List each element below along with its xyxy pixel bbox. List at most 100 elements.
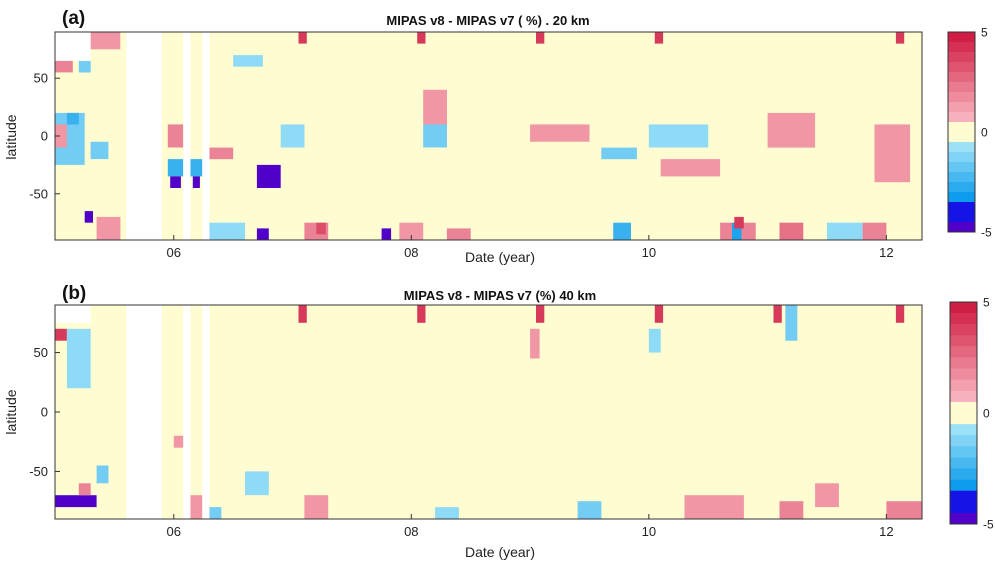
b-x-tick-label: 06 (167, 524, 181, 539)
a-heatmap-cell (55, 124, 67, 148)
a-heatmap-cell (298, 32, 307, 44)
b-heatmap-cell (190, 495, 203, 519)
a-colorbar-swatch (948, 82, 975, 93)
a-heatmap-cell (256, 228, 269, 240)
b-colorbar-tick-label: -5 (983, 518, 994, 532)
a-heatmap-cell (90, 32, 121, 50)
b-heatmap-cell (654, 305, 664, 323)
a-x-tick-label: 10 (642, 245, 656, 260)
b-data-gap (126, 305, 162, 519)
b-colorbar-swatch (950, 424, 977, 436)
b-heatmap-cell (66, 328, 91, 389)
b-heatmap-cell (304, 495, 329, 519)
b-colorbar-tick-label: 0 (983, 407, 990, 421)
b-x-tick-label: 12 (879, 524, 893, 539)
b-heatmap-cell (815, 483, 839, 508)
a-heatmap-cell (732, 222, 742, 240)
a-colorbar-swatch (948, 72, 975, 83)
a-colorbar-swatch (948, 222, 975, 233)
a-colorbar-swatch (948, 162, 975, 173)
b-colorbar-swatch (950, 479, 977, 491)
b-heatmap-cell (55, 328, 67, 341)
a-colorbar-swatch (948, 102, 975, 113)
b-heatmap-cell (773, 305, 782, 323)
a-data-gap (55, 32, 91, 61)
a-heatmap-cell (601, 147, 637, 160)
b-colorbar-swatch (950, 346, 977, 358)
panel-a-title: MIPAS v8 - MIPAS v7 ( %) . 20 km (386, 13, 589, 28)
b-colorbar-swatch (950, 324, 977, 336)
a-heatmap-cell (874, 124, 911, 183)
b-heatmap-cell (530, 328, 540, 359)
a-heatmap-cell (767, 112, 816, 148)
b-heatmap-cell (779, 501, 804, 519)
a-data-gap (126, 32, 162, 240)
panel-b-label: (b) (62, 283, 86, 304)
a-heatmap-cell (381, 228, 392, 240)
panel-a-ylabel: latitude (3, 114, 19, 159)
b-colorbar-swatch (950, 401, 977, 414)
b-colorbar-swatch (950, 446, 977, 458)
a-colorbar-swatch (948, 62, 975, 73)
panel-a-plot: 06 08 10 12 -50 0 50 (29, 31, 923, 260)
a-heatmap-cell (734, 216, 744, 229)
panel-b-ylabel: latitude (3, 389, 19, 434)
b-colorbar-swatch (950, 468, 977, 480)
a-heatmap-cell (170, 176, 181, 188)
a-colorbar-swatch (948, 212, 975, 223)
b-heatmap-cell (417, 305, 426, 323)
b-x-tick-label: 10 (642, 524, 656, 539)
a-heatmap-cell (192, 176, 200, 188)
a-colorbar-swatch (948, 122, 975, 133)
b-colorbar-swatch (950, 457, 977, 469)
a-heatmap-cell (779, 222, 804, 240)
b-data-gap (183, 305, 191, 519)
a-heatmap-cell (654, 32, 664, 44)
panel-b-xlabel: Date (year) (465, 544, 535, 560)
b-colorbar-swatch (950, 357, 977, 369)
b-heatmap-cell (209, 507, 222, 519)
a-heatmap-cell (862, 222, 887, 240)
b-heatmap-cell (78, 483, 91, 496)
panel-b-title: MIPAS v8 - MIPAS v7 (%) 40 km (404, 288, 596, 303)
b-heatmap-cell (785, 305, 798, 341)
a-colorbar-swatch (948, 132, 975, 143)
b-plot-background (55, 305, 922, 519)
a-heatmap-cell (90, 141, 109, 160)
panel-a-label: (a) (62, 8, 85, 29)
a-heatmap-cell (613, 222, 631, 240)
a-heatmap-cell (895, 32, 905, 44)
b-heatmap-cell (577, 501, 602, 519)
b-heatmap-cell (684, 495, 744, 519)
a-colorbar-swatch (948, 202, 975, 213)
a-colorbar-swatch (948, 182, 975, 193)
b-heatmap-cell (298, 305, 307, 323)
b-colorbar-swatch (950, 390, 977, 403)
b-colorbar-swatch (950, 335, 977, 347)
a-heatmap-cell (84, 211, 93, 223)
a-heatmap-cell (446, 228, 471, 240)
a-colorbar-tick-label: 0 (981, 126, 988, 140)
a-heatmap-cell (190, 159, 203, 177)
a-heatmap-cell (423, 124, 447, 148)
a-colorbar-swatch (948, 152, 975, 163)
b-heatmap-cell (536, 305, 545, 323)
b-colorbar-swatch (950, 435, 977, 447)
b-colorbar-swatch (950, 501, 977, 514)
a-heatmap-cell (417, 32, 426, 44)
a-heatmap-cell (280, 124, 305, 148)
a-colorbar-tick-label: 5 (981, 26, 988, 40)
a-heatmap-cell (66, 112, 79, 125)
b-heatmap-cell (245, 471, 269, 496)
panel-a-xlabel: Date (year) (465, 249, 535, 265)
a-y-tick-label: 50 (34, 71, 48, 86)
a-heatmap-cell (209, 147, 234, 160)
b-heatmap-cell (173, 435, 184, 448)
b-colorbar-swatch (950, 379, 977, 392)
a-heatmap-cell (648, 124, 709, 148)
b-colorbar-tick-label: 5 (983, 296, 990, 310)
a-colorbar-swatch (948, 52, 975, 63)
a-colorbar-frame (947, 31, 976, 233)
b-heatmap-cell (55, 495, 97, 508)
